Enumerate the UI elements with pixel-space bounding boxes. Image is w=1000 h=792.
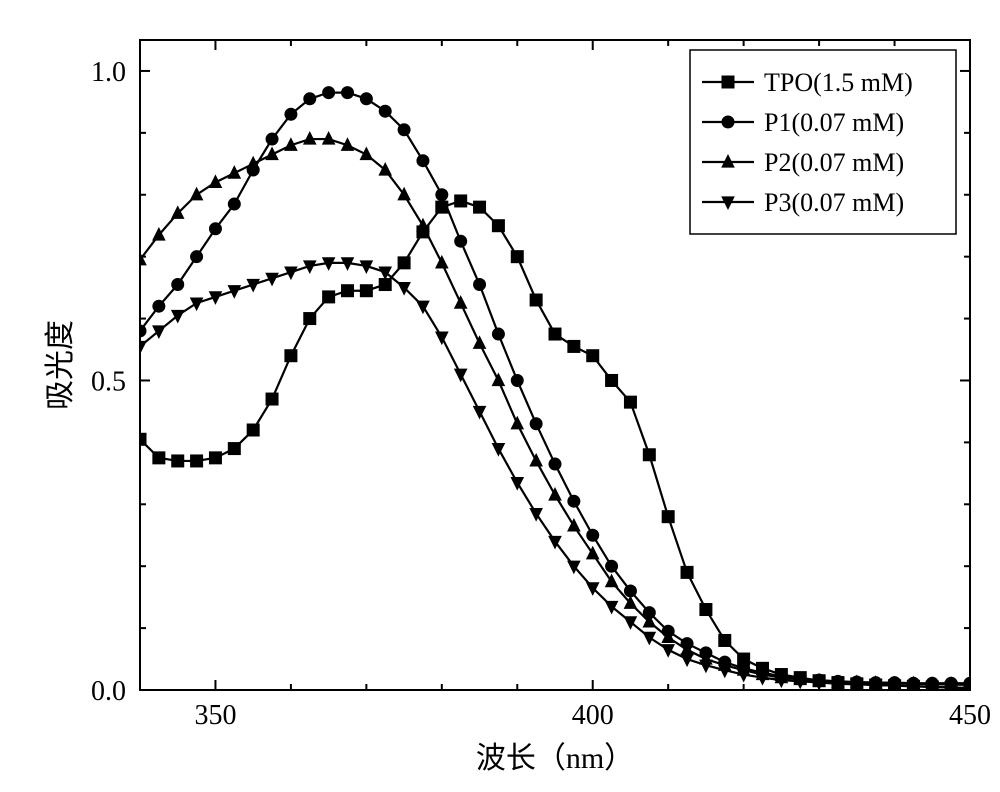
marker-square [360, 285, 372, 297]
marker-triangle-down [153, 326, 165, 338]
marker-square [511, 251, 523, 263]
marker-circle [228, 198, 240, 210]
marker-triangle-down [492, 443, 504, 455]
y-tick-label: 1.0 [91, 57, 126, 88]
marker-square [228, 443, 240, 455]
marker-square [342, 285, 354, 297]
marker-circle [417, 155, 429, 167]
marker-square [304, 313, 316, 325]
chart-svg: 350 400 450 波长（nm） 0.0 0.5 1.0 吸光度 TPO(1.5 mM) P1… [0, 0, 1000, 792]
x-axis-label: 波长（nm） [476, 742, 634, 775]
legend-label: TPO(1.5 mM) [764, 68, 913, 97]
marker-triangle-down [643, 632, 655, 644]
marker-square [606, 374, 618, 386]
marker-triangle-down [191, 298, 203, 310]
marker-square [722, 76, 734, 88]
x-tick-label: 350 [194, 700, 236, 731]
series-line [140, 263, 970, 688]
marker-circle [455, 235, 467, 247]
marker-circle [606, 560, 618, 572]
marker-triangle-down [606, 601, 618, 613]
marker-circle [530, 418, 542, 430]
marker-square [568, 340, 580, 352]
marker-square [209, 452, 221, 464]
marker-triangle-down [379, 267, 391, 279]
marker-circle [474, 279, 486, 291]
marker-square [247, 424, 259, 436]
marker-triangle-up [549, 488, 561, 500]
legend-label: P2(0.07 mM) [764, 148, 904, 177]
x-tick-label: 450 [949, 700, 991, 731]
marker-circle [342, 87, 354, 99]
y-tick-label: 0.0 [91, 676, 126, 707]
marker-square [681, 566, 693, 578]
marker-triangle-down [455, 369, 467, 381]
marker-square [191, 455, 203, 467]
marker-triangle-down [624, 617, 636, 629]
y-tick-label: 0.5 [91, 366, 126, 397]
marker-square [719, 634, 731, 646]
x-tick-label: 400 [572, 700, 614, 731]
marker-circle [722, 116, 734, 128]
marker-circle [568, 495, 580, 507]
marker-circle [323, 87, 335, 99]
marker-triangle-up [379, 163, 391, 175]
marker-triangle-down [474, 406, 486, 418]
marker-circle [511, 374, 523, 386]
marker-triangle-up [436, 256, 448, 268]
marker-square [323, 291, 335, 303]
marker-square [266, 393, 278, 405]
marker-circle [379, 105, 391, 117]
marker-square [587, 350, 599, 362]
marker-triangle-up [511, 417, 523, 429]
absorbance-chart: 350 400 450 波长（nm） 0.0 0.5 1.0 吸光度 TPO(1.5 mM) P1… [0, 0, 1000, 792]
marker-square [172, 455, 184, 467]
marker-circle [134, 325, 146, 337]
marker-triangle-down [436, 332, 448, 344]
marker-circle [360, 93, 372, 105]
marker-circle [624, 585, 636, 597]
marker-circle [266, 133, 278, 145]
marker-square [700, 604, 712, 616]
marker-circle [398, 124, 410, 136]
marker-triangle-down [172, 310, 184, 322]
marker-square [379, 279, 391, 291]
marker-square [643, 449, 655, 461]
marker-circle [172, 279, 184, 291]
marker-triangle-down [134, 341, 146, 353]
marker-square [455, 195, 467, 207]
marker-square [662, 511, 674, 523]
marker-square [285, 350, 297, 362]
marker-circle [436, 189, 448, 201]
marker-circle [153, 300, 165, 312]
marker-square [624, 396, 636, 408]
legend-label: P1(0.07 mM) [764, 108, 904, 137]
marker-square [153, 452, 165, 464]
marker-circle [492, 328, 504, 340]
marker-square [474, 201, 486, 213]
marker-triangle-up [191, 188, 203, 200]
marker-square [398, 257, 410, 269]
legend-label: P3(0.07 mM) [764, 188, 904, 217]
marker-circle [587, 529, 599, 541]
series-line [140, 201, 970, 688]
marker-circle [304, 93, 316, 105]
y-axis-label: 吸光度 [44, 320, 77, 410]
marker-triangle-up [492, 374, 504, 386]
marker-square [530, 294, 542, 306]
marker-circle [285, 108, 297, 120]
marker-triangle-up [474, 336, 486, 348]
marker-square [134, 433, 146, 445]
marker-triangle-up [455, 296, 467, 308]
marker-circle [209, 223, 221, 235]
marker-square [549, 328, 561, 340]
marker-circle [191, 251, 203, 263]
marker-square [492, 220, 504, 232]
marker-triangle-up [530, 454, 542, 466]
marker-circle [549, 458, 561, 470]
